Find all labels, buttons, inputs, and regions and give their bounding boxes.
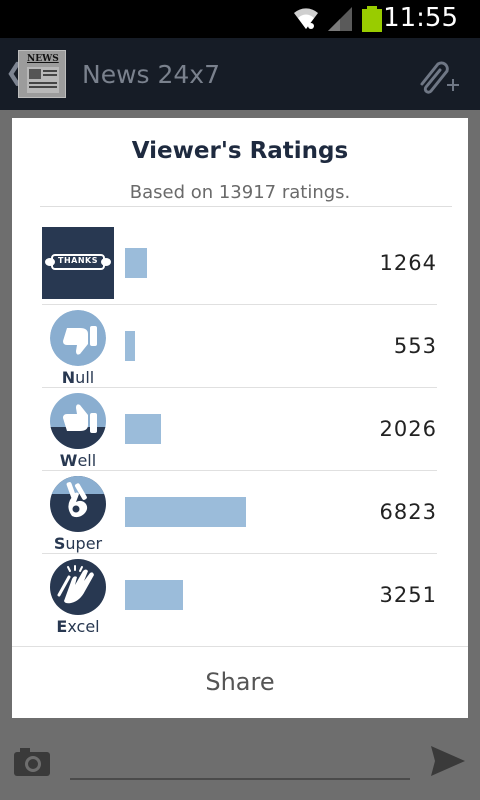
- rating-bar: [125, 580, 183, 610]
- rating-count: 1264: [379, 251, 437, 275]
- compose-bar: [0, 718, 480, 800]
- channel-logo-text: NEWS: [27, 54, 59, 64]
- camera-icon[interactable]: [14, 745, 50, 777]
- rating-count: 6823: [379, 500, 437, 524]
- rating-label-super: Super: [53, 534, 103, 553]
- share-button[interactable]: Share: [205, 668, 275, 696]
- rating-bar: [125, 248, 147, 278]
- thumbs-down-icon: [50, 310, 106, 366]
- divider: [12, 646, 468, 647]
- ratings-dialog: Viewer's Ratings Based on 13917 ratings.…: [12, 118, 468, 718]
- divider: [40, 206, 452, 207]
- app-title: News 24x7: [82, 60, 221, 89]
- rating-row-well[interactable]: Well 2026: [42, 393, 437, 475]
- rating-count: 553: [393, 334, 437, 358]
- rating-row-excel[interactable]: Excel 3251: [42, 559, 437, 641]
- signal-icon: [328, 7, 352, 31]
- message-input-underline[interactable]: [70, 778, 410, 780]
- rating-bar: [125, 414, 161, 444]
- rating-count: 3251: [379, 583, 437, 607]
- wifi-icon: [294, 8, 318, 29]
- dialog-title: Viewer's Ratings: [131, 138, 349, 164]
- newspaper-icon: [27, 67, 59, 93]
- thanks-badge-icon: THANKS: [42, 227, 114, 299]
- status-bar: 11:55: [0, 0, 480, 38]
- attach-add-icon[interactable]: [414, 56, 460, 96]
- rating-label-null: Null: [61, 368, 95, 387]
- send-icon[interactable]: [431, 746, 465, 776]
- status-time: 11:55: [383, 3, 458, 33]
- rating-count: 2026: [379, 417, 437, 441]
- channel-logo[interactable]: NEWS: [18, 50, 66, 98]
- rating-bar: [125, 497, 246, 527]
- thanks-badge-text: THANKS: [58, 256, 98, 265]
- thumbs-up-icon: [50, 393, 106, 449]
- dialog-subtitle: Based on 13917 ratings.: [129, 182, 351, 203]
- divider: [42, 470, 437, 471]
- rating-row-thanks[interactable]: THANKS 1264: [42, 227, 437, 309]
- divider: [42, 553, 437, 554]
- battery-icon: [362, 6, 382, 32]
- clapping-hands-icon: [50, 559, 106, 615]
- rating-row-super[interactable]: Super 6823: [42, 476, 437, 558]
- rating-label-excel: Excel: [56, 617, 100, 636]
- rating-row-null[interactable]: Null 553: [42, 310, 437, 392]
- ok-hand-icon: [50, 476, 106, 532]
- rating-label-well: Well: [59, 451, 97, 470]
- rating-bar: [125, 331, 135, 361]
- divider: [42, 387, 437, 388]
- app-bar: ❮ NEWS News 24x7: [0, 38, 480, 110]
- divider: [42, 304, 437, 305]
